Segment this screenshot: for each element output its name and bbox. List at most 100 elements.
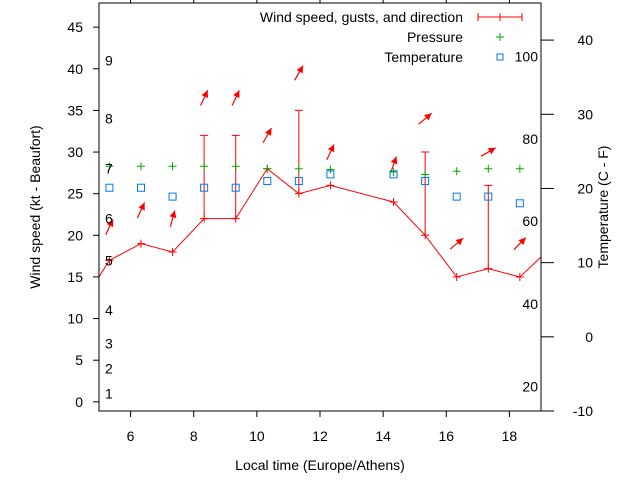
y2-axis-label: Temperature (C - F) [595, 146, 611, 269]
temperature-point [136, 183, 145, 192]
y-tick-label: 35 [67, 102, 83, 118]
wind-speed-point [136, 239, 145, 248]
wind-gust-bar [294, 109, 303, 194]
fahrenheit-label: 60 [522, 213, 538, 229]
fahrenheit-label: 20 [522, 379, 538, 395]
wind-direction-arrowhead [169, 210, 177, 219]
temperature-point [294, 177, 303, 186]
wind-direction-arrowhead [518, 237, 526, 246]
legend-label-wind: Wind speed, gusts, and direction [260, 9, 463, 25]
y-tick-label: 45 [67, 19, 83, 35]
legend-sample-wind [477, 13, 523, 21]
temperature-point [105, 183, 114, 192]
y-tick-label: 30 [67, 144, 83, 160]
wind-direction-arrowhead [487, 147, 496, 155]
wind-direction-arrowhead [106, 219, 114, 228]
temperature-point [389, 170, 398, 179]
temperature-point [421, 177, 430, 186]
legend-sample-pressure [496, 33, 504, 41]
y2-tick-label: 20 [577, 180, 593, 196]
wind-direction-arrowhead [233, 90, 240, 99]
wind-gust-bar [484, 184, 493, 269]
y-tick-label: 25 [67, 186, 83, 202]
beaufort-label: 3 [105, 336, 113, 352]
y2-tick-label: 0 [585, 329, 593, 345]
y-tick-label: 15 [67, 269, 83, 285]
wind-gust-bar [231, 134, 240, 219]
wind-direction-arrowhead [424, 113, 432, 121]
temperature-point [263, 177, 272, 186]
pressure-point [389, 168, 398, 177]
wind-speed-point [168, 247, 177, 256]
wind-speed-point [326, 181, 335, 190]
temperature-point [168, 192, 177, 201]
y-tick-label: 40 [67, 61, 83, 77]
legend-label-pressure: Pressure [407, 29, 463, 45]
beaufort-label: 2 [105, 361, 113, 377]
y-tick-label: 0 [75, 394, 83, 410]
x-tick-label: 16 [438, 428, 454, 444]
x-tick-label: 12 [312, 428, 328, 444]
wind-direction-arrowhead [296, 65, 304, 74]
axes: 6 8 10 12 14 16 18051015202530354045-100102030… [67, 0, 593, 444]
y2-tick-label: -10 [573, 403, 593, 419]
fahrenheit-label: 100 [515, 48, 539, 64]
temperature-point [231, 183, 240, 192]
beaufort-label: 1 [105, 386, 113, 402]
fahrenheit-label: 40 [522, 296, 538, 312]
y-tick-label: 20 [67, 227, 83, 243]
x-tick-label: 18 [502, 428, 518, 444]
x-tick-label: 6 [127, 428, 135, 444]
pressure-point [105, 162, 114, 171]
legend: Wind speed, gusts, and direction Pressur… [260, 9, 523, 65]
temperature-point [484, 192, 493, 201]
plot-marks [98, 65, 542, 281]
pressure-point [326, 165, 335, 174]
pressure-point [515, 164, 524, 173]
wind-direction-arrowhead [138, 202, 145, 211]
x-axis-label: Local time (Europe/Athens) [235, 457, 405, 473]
temperature-point [452, 192, 461, 201]
y-axis-label: Wind speed (kt - Beaufort) [27, 125, 43, 288]
beaufort-label: 8 [105, 111, 113, 127]
wind-direction-arrowhead [455, 238, 464, 246]
y2-tick-label: 40 [577, 32, 593, 48]
pressure-point [200, 162, 209, 171]
temperature-point [515, 199, 524, 208]
beaufort-label: 6 [105, 211, 113, 227]
pressure-point [231, 162, 240, 171]
wind-direction-arrowhead [201, 90, 208, 99]
legend-label-temperature: Temperature [384, 49, 463, 65]
beaufort-label: 7 [105, 161, 113, 177]
wind-speed-line [98, 167, 542, 278]
y2-tick-label: 10 [577, 255, 593, 271]
pressure-point [136, 162, 145, 171]
wind-direction-arrowhead [327, 144, 335, 153]
y-tick-label: 10 [67, 311, 83, 327]
x-tick-label: 10 [249, 428, 265, 444]
y2-tick-label: 30 [577, 106, 593, 122]
x-tick-label: 8 [190, 428, 198, 444]
wind-gust-bar [421, 151, 430, 236]
pressure-point [168, 162, 177, 171]
beaufort-label: 4 [105, 302, 113, 318]
x-tick-label: 14 [375, 428, 391, 444]
wind-speed-point [452, 272, 461, 281]
beaufort-label: 5 [105, 252, 113, 268]
wind-speed-point [105, 256, 114, 265]
pressure-point [294, 164, 303, 173]
wind-speed-point [389, 198, 398, 207]
wind-direction-arrowhead [390, 156, 398, 165]
wind-direction-arrowhead [264, 128, 272, 136]
pressure-point [452, 167, 461, 176]
plot-frame [98, 2, 542, 412]
wind-gust-bar [200, 134, 209, 219]
fahrenheit-label: 80 [522, 131, 538, 147]
beaufort-label: 9 [105, 52, 113, 68]
legend-sample-temperature [496, 53, 504, 61]
wind-speed-point [515, 272, 524, 281]
temperature-point [326, 170, 335, 179]
pressure-point [484, 164, 493, 173]
y-tick-label: 5 [75, 352, 83, 368]
